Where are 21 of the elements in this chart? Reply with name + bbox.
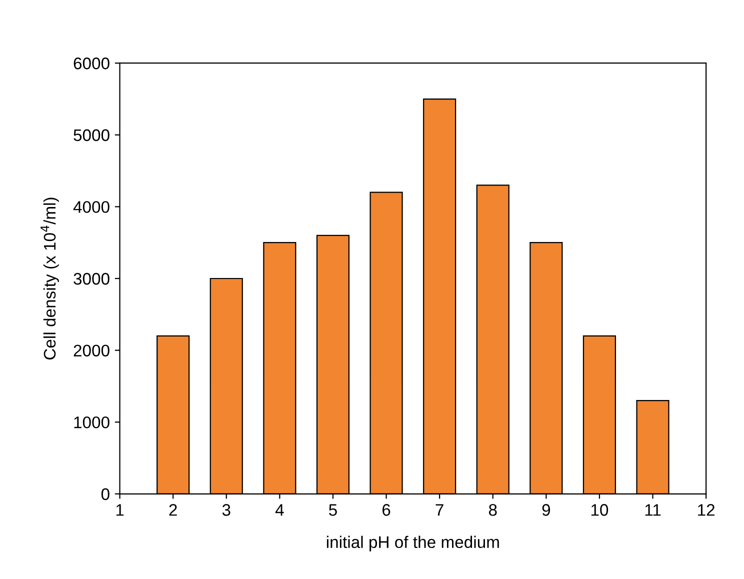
x-tick-label: 1 [116, 504, 124, 516]
x-tick-label: 4 [275, 504, 284, 516]
y-tick-label: 1000 [74, 416, 110, 428]
x-tick-label: 2 [169, 504, 177, 516]
y-tick-label: 3000 [74, 272, 110, 285]
x-tick-label: 3 [222, 504, 230, 516]
x-tick-label: 9 [542, 504, 550, 516]
y-tick-label: 6000 [74, 58, 110, 70]
x-tick-label: 12 [698, 504, 714, 516]
x-tick-label: 6 [382, 504, 390, 516]
x-tick-label: 8 [488, 504, 497, 516]
y-tick-label: 4000 [73, 201, 110, 213]
x-axis-title: initial pH of the medium [326, 536, 499, 552]
x-tick-label: 7 [436, 504, 444, 516]
x-tick-label: 5 [329, 504, 337, 516]
x-tick-label: 11 [645, 504, 661, 516]
y-tick-label: 5000 [74, 129, 110, 142]
y-axis-title: Cell density (x 10$^{4}$/ml) [40, 198, 59, 360]
y-tick-label: 0 [101, 488, 110, 500]
x-tick-label: 10 [591, 504, 608, 516]
y-tick-label: 2000 [74, 344, 110, 356]
